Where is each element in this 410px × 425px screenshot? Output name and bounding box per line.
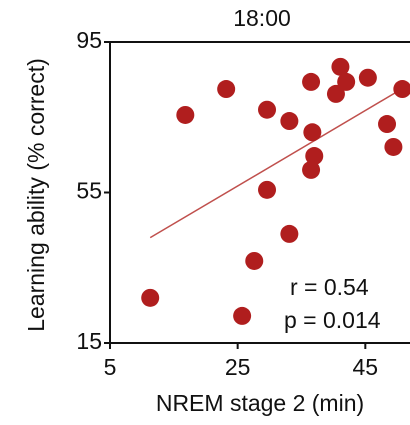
point <box>258 100 277 119</box>
y-tick-label: 55 <box>76 178 102 204</box>
y-axis-label: Learning ability (% correct) <box>23 58 49 332</box>
point <box>176 105 195 124</box>
x-tick-label: 45 <box>353 354 379 380</box>
point <box>233 306 252 325</box>
point <box>258 180 277 199</box>
x-tick-label: 5 <box>104 354 117 380</box>
point <box>326 84 345 103</box>
point <box>393 80 410 99</box>
point <box>337 72 356 91</box>
point <box>302 72 321 91</box>
annotation: r = 0.54 <box>290 274 369 300</box>
point <box>305 147 324 166</box>
point <box>378 115 397 134</box>
fit-line <box>149 86 406 239</box>
x-axis-label: NREM stage 2 (min) <box>156 390 364 416</box>
point <box>141 288 160 307</box>
point <box>358 68 377 87</box>
y-tick-label: 15 <box>76 328 102 354</box>
point <box>331 57 350 76</box>
point <box>245 251 264 270</box>
point <box>217 80 236 99</box>
point <box>303 123 322 142</box>
y-tick-label: 95 <box>76 27 102 53</box>
point <box>280 224 299 243</box>
point <box>302 160 321 179</box>
chart-title: 18:00 <box>233 5 291 31</box>
x-tick-label: 25 <box>225 354 251 380</box>
point <box>384 137 403 156</box>
annotation: p = 0.014 <box>284 307 381 333</box>
point <box>280 112 299 131</box>
